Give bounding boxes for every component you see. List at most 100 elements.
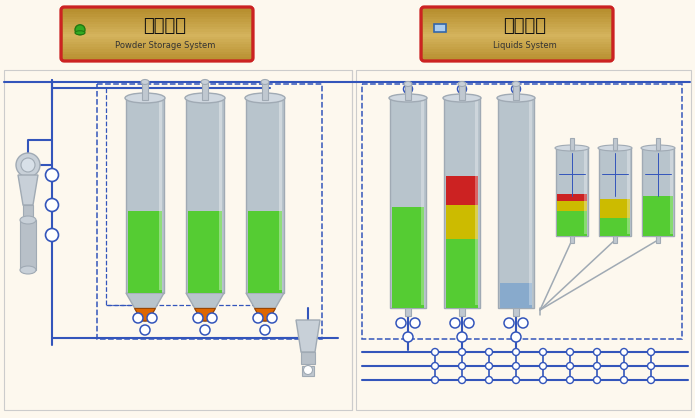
Bar <box>63 21 251 24</box>
Circle shape <box>512 349 519 355</box>
Bar <box>423 19 611 21</box>
Polygon shape <box>126 293 164 321</box>
Circle shape <box>539 362 546 370</box>
Circle shape <box>648 349 655 355</box>
Circle shape <box>45 168 58 181</box>
Circle shape <box>432 362 439 370</box>
Circle shape <box>133 313 143 323</box>
Circle shape <box>457 332 467 342</box>
Bar <box>423 54 611 56</box>
Circle shape <box>304 365 313 375</box>
Circle shape <box>504 318 514 328</box>
Bar <box>434 24 446 32</box>
Ellipse shape <box>497 94 535 102</box>
Bar <box>600 199 630 218</box>
Bar <box>423 39 611 41</box>
Ellipse shape <box>20 216 36 224</box>
Bar <box>613 138 617 150</box>
Bar <box>556 148 588 236</box>
Bar <box>557 194 587 201</box>
Bar <box>446 205 478 239</box>
Bar <box>20 220 36 270</box>
Circle shape <box>457 84 466 94</box>
Circle shape <box>260 325 270 335</box>
Ellipse shape <box>261 79 269 84</box>
Circle shape <box>45 229 58 242</box>
Bar <box>63 16 251 19</box>
Ellipse shape <box>125 93 165 103</box>
Bar <box>63 54 251 56</box>
Bar <box>600 218 630 236</box>
Bar <box>423 34 611 36</box>
Circle shape <box>539 349 546 355</box>
Bar <box>498 98 534 308</box>
Ellipse shape <box>458 82 466 87</box>
Circle shape <box>253 313 263 323</box>
Bar <box>246 98 284 293</box>
Circle shape <box>432 349 439 355</box>
Bar <box>643 196 673 236</box>
Circle shape <box>396 318 406 328</box>
Bar <box>302 366 314 376</box>
Bar <box>570 236 574 243</box>
Ellipse shape <box>20 266 36 274</box>
Bar <box>421 101 424 305</box>
Bar <box>423 9 611 12</box>
Bar <box>444 98 480 308</box>
Circle shape <box>75 25 85 35</box>
Bar <box>557 201 587 212</box>
Bar <box>529 101 532 305</box>
Polygon shape <box>246 293 284 321</box>
Bar <box>63 51 251 54</box>
Bar <box>423 44 611 46</box>
Polygon shape <box>195 308 215 321</box>
Bar <box>405 308 411 316</box>
Ellipse shape <box>512 82 520 87</box>
Circle shape <box>140 325 150 335</box>
Bar <box>159 101 162 290</box>
Polygon shape <box>186 293 224 321</box>
Circle shape <box>464 318 474 328</box>
Bar <box>475 101 478 305</box>
Circle shape <box>459 349 466 355</box>
Bar <box>362 84 682 339</box>
Circle shape <box>21 158 35 172</box>
Circle shape <box>410 318 420 328</box>
Ellipse shape <box>389 94 427 102</box>
Polygon shape <box>254 308 275 321</box>
Circle shape <box>16 153 40 177</box>
Circle shape <box>594 349 600 355</box>
Circle shape <box>512 362 519 370</box>
Bar <box>423 36 611 39</box>
Bar <box>513 84 519 100</box>
Bar <box>423 46 611 49</box>
Ellipse shape <box>404 82 412 87</box>
Ellipse shape <box>185 93 225 103</box>
Circle shape <box>486 377 493 383</box>
Polygon shape <box>296 320 320 352</box>
Bar <box>570 138 574 150</box>
Text: Powder Storage System: Powder Storage System <box>115 41 215 50</box>
Bar <box>423 14 611 16</box>
Circle shape <box>512 84 521 94</box>
Bar <box>423 16 611 19</box>
Bar <box>126 98 164 293</box>
Bar <box>500 283 532 308</box>
Bar <box>423 56 611 59</box>
Circle shape <box>621 349 628 355</box>
Bar <box>63 19 251 21</box>
Circle shape <box>621 377 628 383</box>
Bar <box>405 84 411 100</box>
Bar <box>423 49 611 51</box>
Bar <box>63 49 251 51</box>
Circle shape <box>566 349 573 355</box>
Bar <box>63 36 251 39</box>
Circle shape <box>594 377 600 383</box>
Circle shape <box>200 325 210 335</box>
Ellipse shape <box>641 145 675 151</box>
Bar <box>63 26 251 29</box>
Bar <box>446 239 478 308</box>
Circle shape <box>512 377 519 383</box>
Bar <box>446 176 478 205</box>
Bar <box>63 14 251 16</box>
